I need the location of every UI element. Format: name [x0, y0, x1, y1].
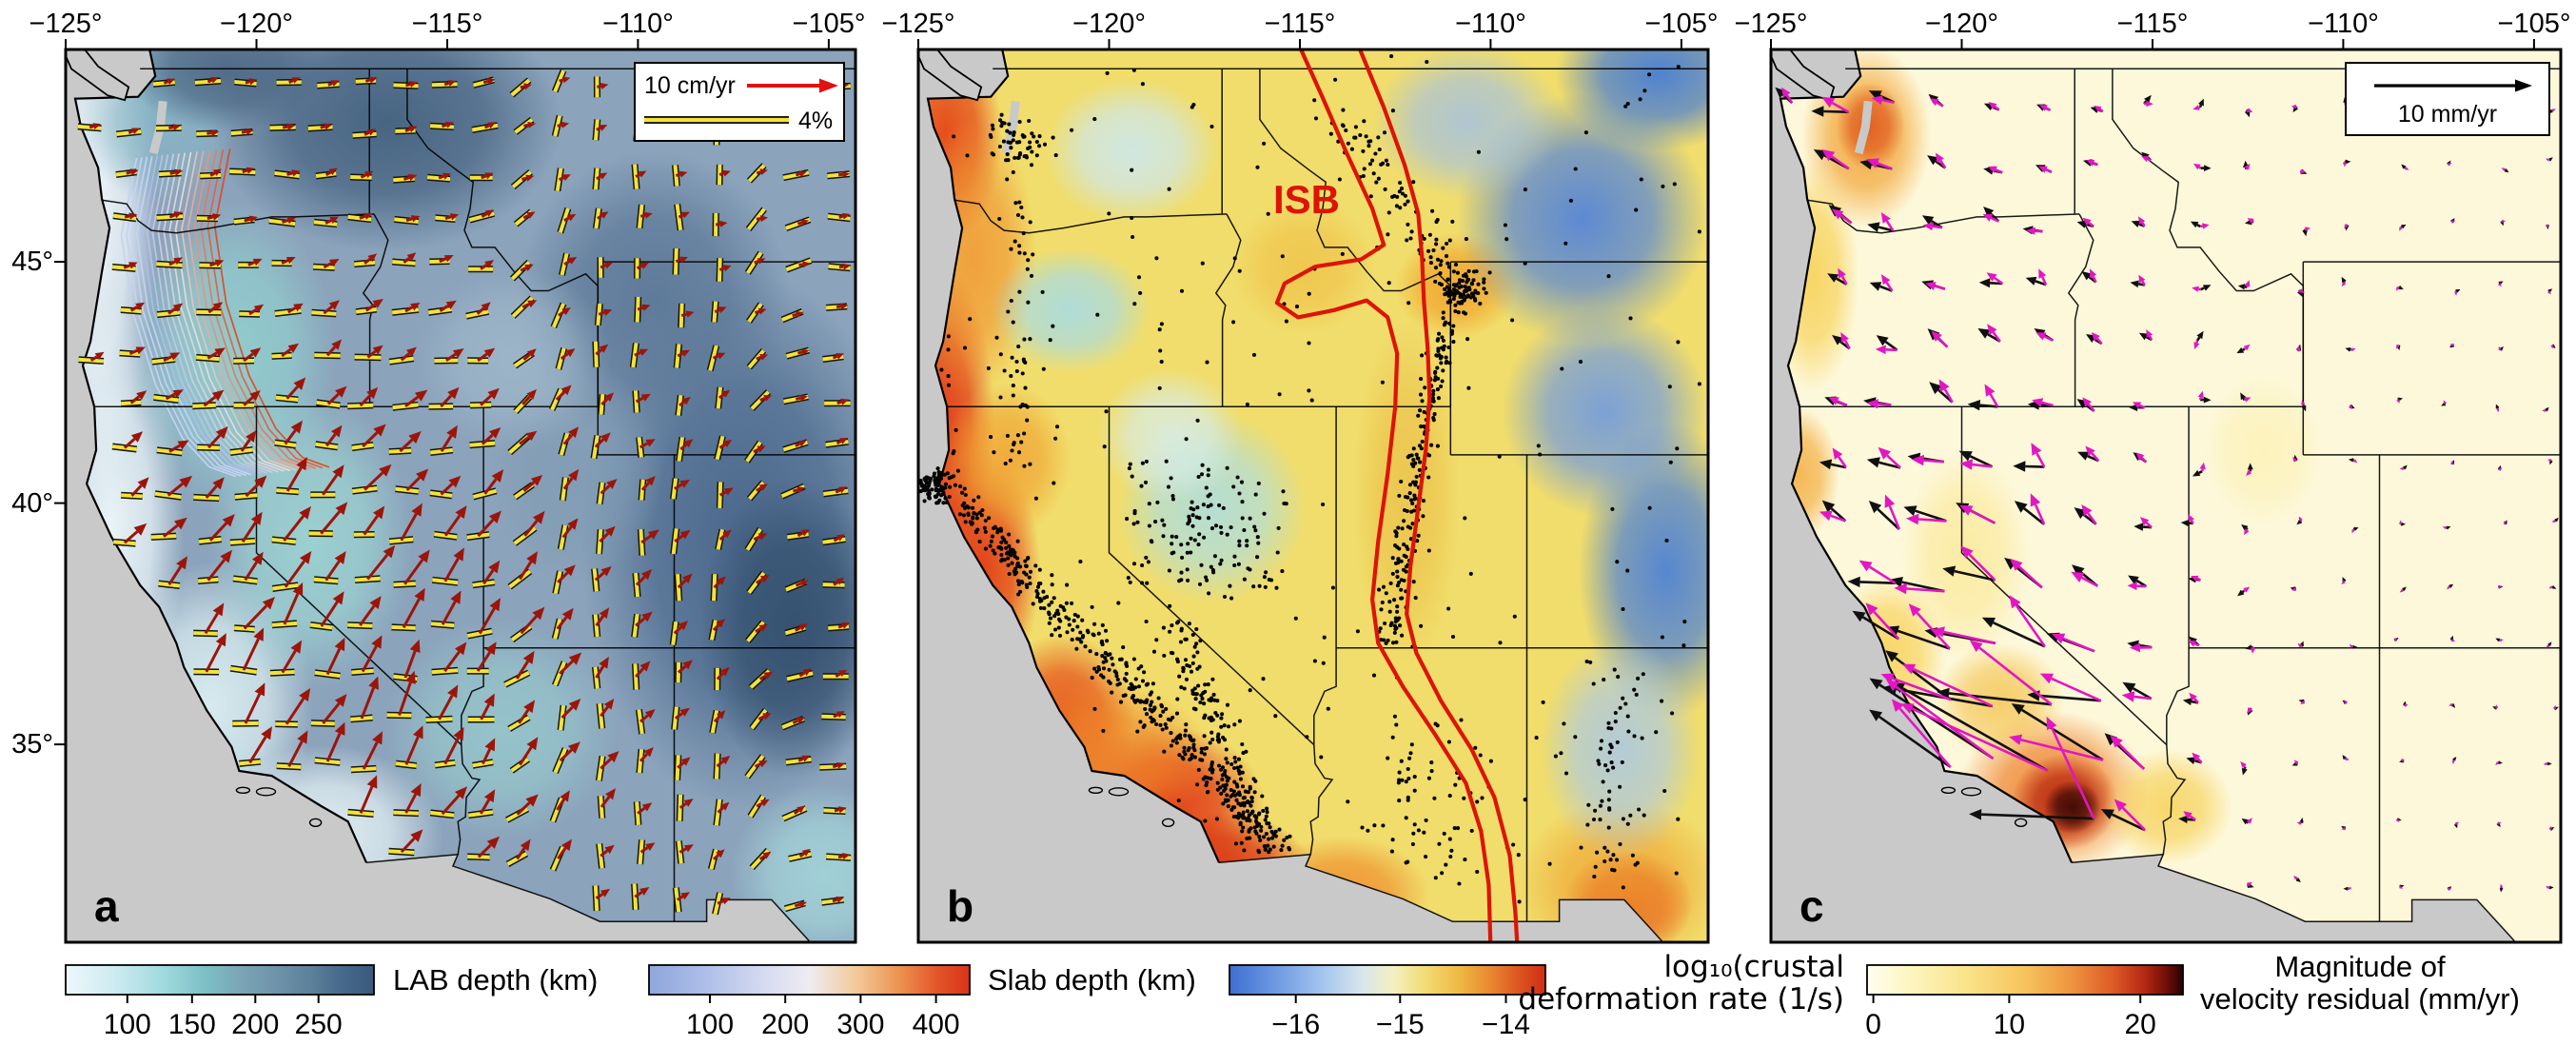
legend-box [634, 62, 845, 142]
colorbar-velocity-residual: 0 10 20 Magnitude of velocity residual (mm… [1865, 950, 2520, 1040]
colorbar-slab-depth-bar [648, 964, 971, 996]
colorbar-lab-depth-title: LAB depth (km) [393, 963, 598, 997]
colorbar-lab-depth-ticks: 100 150 200 250 [104, 995, 343, 1040]
svg-text:−15: −15 [1376, 1009, 1425, 1040]
svg-text:300: 300 [836, 1009, 884, 1040]
lat-label: 40° [11, 488, 53, 519]
earthquake-dots [918, 54, 1701, 904]
svg-text:250: 250 [295, 1009, 343, 1040]
panel-a-legend: 10 cm/yr 4% [634, 62, 845, 142]
lat-label: 45° [11, 247, 53, 277]
velocity-scale-arrowhead [2515, 79, 2532, 92]
svg-text:100: 100 [104, 1009, 151, 1040]
lon-label: −110° [1455, 9, 1526, 39]
slab-contours [120, 148, 330, 478]
colorbar-velocity-residual-bar [1866, 964, 2184, 996]
svg-text:200: 200 [231, 1009, 279, 1040]
axis-labels: −125° −120° −115° −110° −105° −125° −120… [11, 9, 2570, 760]
lon-label: −125° [882, 9, 955, 39]
svg-text:200: 200 [761, 1009, 809, 1040]
lon-label: −120° [220, 9, 293, 39]
velocity-scale-label: 10 mm/yr [2398, 101, 2497, 128]
coastline [73, 49, 368, 863]
lon-label: −115° [2117, 9, 2189, 39]
colorbar-slab-depth-title: Slab depth (km) [988, 963, 1196, 997]
colorbar-velocity-residual-title-line1: Magnitude of [2274, 950, 2446, 983]
panel-a-map [66, 49, 855, 942]
colorbar-deformation-rate-ticks: −16 −15 −14 [1271, 995, 1530, 1040]
state-borders [66, 49, 855, 942]
lon-label: −115° [412, 9, 483, 39]
colorbar-velocity-residual-ticks: 0 10 20 [1865, 995, 2156, 1040]
colorbar-deformation-rate-title-line2: deformation rate (1/s) [1518, 982, 1844, 1016]
colorbar-deformation-rate-title-line1: log₁₀(crustal [1663, 950, 1844, 984]
svg-text:10: 10 [1994, 1009, 2025, 1040]
svg-text:0: 0 [1865, 1009, 1881, 1040]
axis-ticks [54, 39, 2535, 746]
lat-label: 35° [11, 729, 53, 760]
panel-a: 10 cm/yr 4% a [64, 48, 857, 944]
panel-c-map [1771, 49, 2561, 942]
colorbar-lab-depth-bar [65, 964, 375, 996]
lon-label: −125° [29, 9, 103, 39]
lon-label: −105° [1645, 9, 1719, 39]
panel-c-legend: 10 mm/yr [2345, 62, 2550, 136]
isb-contour [1274, 49, 1520, 942]
colorbar-deformation-rate-bar [1229, 964, 1546, 996]
lon-label: −125° [1735, 9, 1808, 39]
lon-label: −120° [1925, 9, 1998, 39]
velocity-scale-label: 10 cm/yr [644, 72, 736, 99]
colorbar-deformation-rate: −16 −15 −14 log₁₀(crustal deformation rate… [1229, 950, 1844, 1040]
svg-text:20: 20 [2125, 1009, 2156, 1040]
panel-letter-a: a [94, 881, 119, 931]
panel-c-frame [1769, 48, 2563, 944]
panel-b-frame [916, 48, 1710, 944]
panel-b: ISB b [916, 48, 1710, 944]
svg-text:100: 100 [686, 1009, 734, 1040]
colorbar-slab-depth: 100 200 300 400 Slab depth (km) [648, 963, 1196, 1040]
residual-arrows-magenta [1781, 87, 2556, 891]
coastline [1779, 49, 2074, 863]
lon-label: −105° [793, 9, 866, 39]
panel-b-map [918, 49, 1708, 942]
panel-letter-c: c [1799, 881, 1824, 931]
colorbar-velocity-residual-title-line2: velocity residual (mm/yr) [2200, 982, 2520, 1016]
state-borders [918, 49, 1708, 942]
colorbar-lab-depth: 100 150 200 250 LAB depth (km) [65, 963, 598, 1040]
svg-text:150: 150 [168, 1009, 216, 1040]
colorbar-slab-depth-ticks: 100 200 300 400 [686, 995, 960, 1040]
lon-label: −110° [2308, 9, 2379, 39]
lon-label: −120° [1072, 9, 1146, 39]
lon-label: −110° [602, 9, 674, 39]
panel-a-frame [64, 48, 857, 944]
svg-text:−16: −16 [1271, 1009, 1320, 1040]
panel-letter-b: b [947, 881, 973, 931]
svg-text:400: 400 [913, 1009, 960, 1040]
coastline [926, 49, 1221, 863]
panel-c: 10 mm/yr c [1769, 48, 2563, 944]
isb-annotation: ISB [1273, 177, 1340, 222]
lon-label: −115° [1265, 9, 1336, 39]
svg-text:−14: −14 [1482, 1009, 1530, 1040]
anisotropy-scale-label: 4% [798, 108, 833, 134]
velocity-scale-arrowhead [819, 78, 838, 93]
lon-label: −105° [2498, 9, 2571, 39]
flow-arrows [88, 76, 852, 908]
legend-box [2345, 62, 2550, 136]
